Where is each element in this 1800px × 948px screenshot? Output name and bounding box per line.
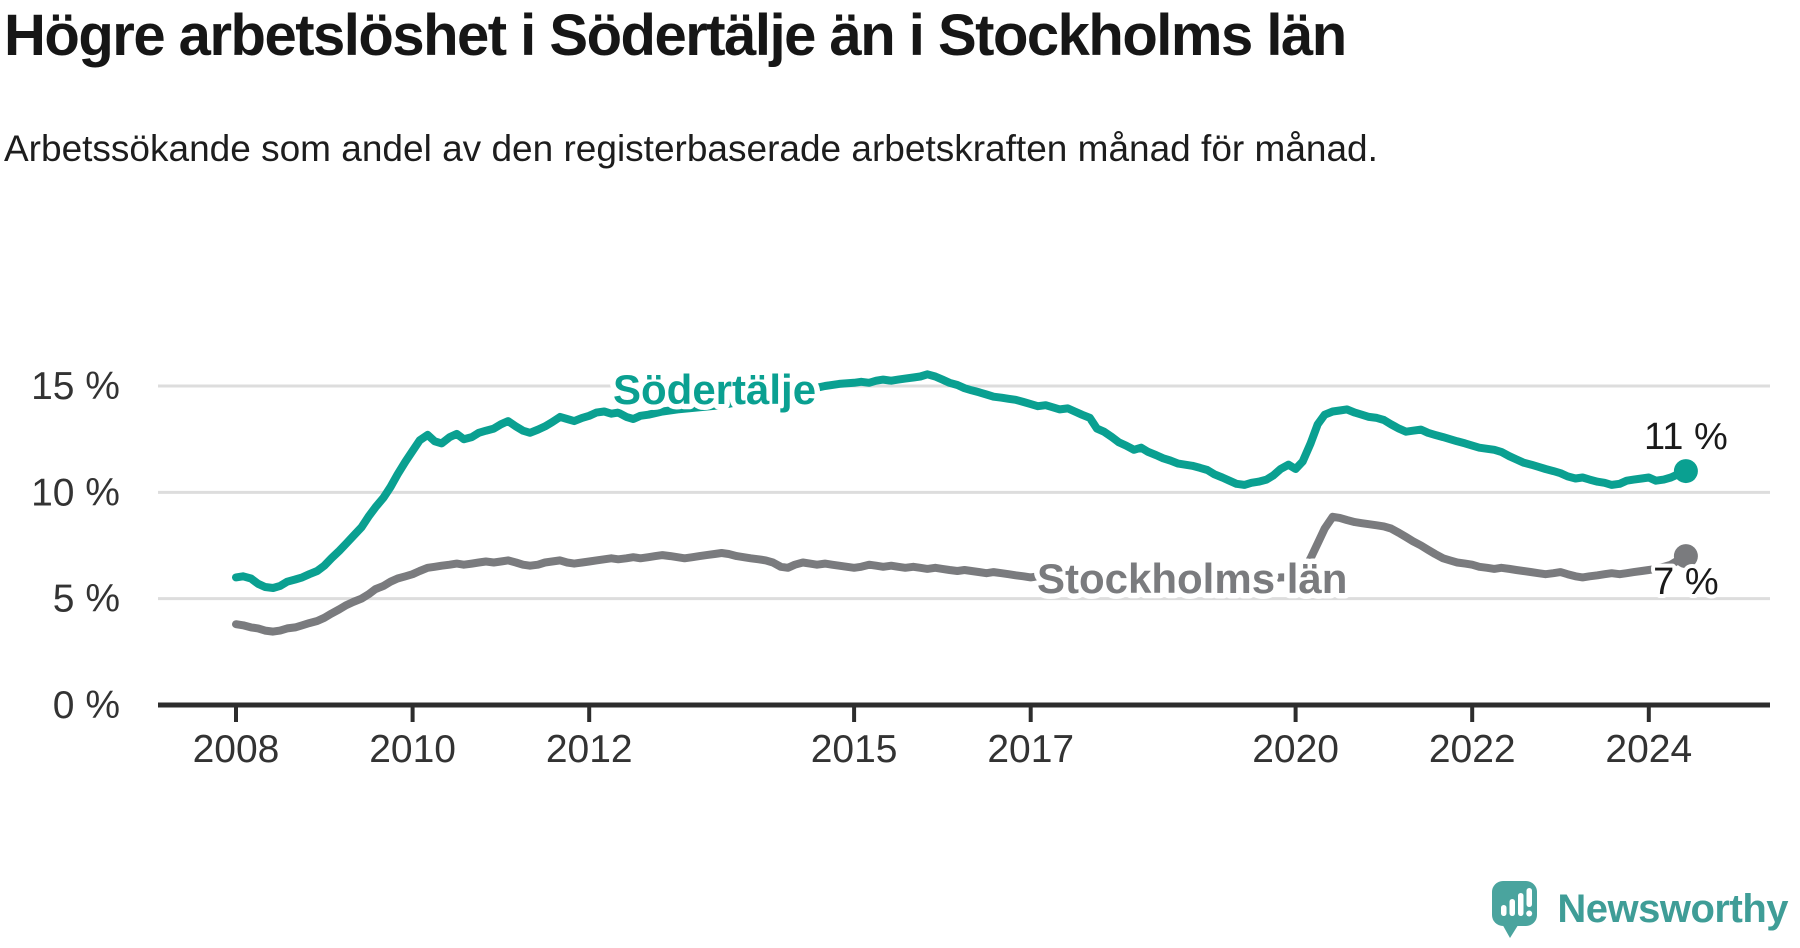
- endpoint-dot-sodertalje: [1673, 459, 1698, 484]
- series-label-stockholms-lan: Stockholms län: [1037, 555, 1347, 602]
- newsworthy-wordmark: Newsworthy: [1557, 886, 1788, 931]
- page-title: Högre arbetslöshet i Södertälje än i Sto…: [4, 3, 1347, 68]
- x-tick-label: 2017: [987, 728, 1074, 771]
- end-value-stockholms-lan: 7 %: [1653, 561, 1718, 603]
- logo-bar-tall: [1518, 893, 1524, 916]
- x-tick-label: 2022: [1429, 728, 1516, 771]
- logo-bar-medium: [1509, 899, 1516, 916]
- speech-bubble-tail: [1501, 922, 1521, 938]
- series-label-sodertalje: Södertälje: [613, 366, 816, 413]
- logo-bar-short: [1501, 905, 1507, 916]
- x-tick-label: 2010: [369, 728, 456, 771]
- x-tick-label: 2012: [546, 728, 633, 771]
- page-subtitle: Arbetssökande som andel av den registerb…: [4, 128, 1378, 169]
- x-tick-label: 2020: [1252, 728, 1339, 771]
- newsworthy-brand: Newsworthy: [1491, 878, 1788, 940]
- end-value-sodertalje: 11 %: [1644, 416, 1728, 458]
- newsworthy-logo-icon: [1492, 881, 1538, 938]
- y-tick-label: 0 %: [53, 684, 120, 727]
- logo-exclamation-dot: [1526, 910, 1533, 917]
- x-tick-label: 2024: [1605, 728, 1692, 771]
- endpoint-dot-stockholms-lan: [1673, 544, 1698, 569]
- x-tick-label: 2008: [193, 728, 280, 771]
- y-tick-label: 5 %: [53, 578, 120, 621]
- line-stockholms-lan: [232, 512, 1690, 636]
- logo-exclamation-bar: [1526, 888, 1533, 907]
- y-tick-label: 10 %: [31, 471, 120, 514]
- y-tick-label: 15 %: [31, 365, 120, 408]
- line-sodertalje: [232, 370, 1690, 592]
- x-tick-label: 2015: [811, 728, 898, 771]
